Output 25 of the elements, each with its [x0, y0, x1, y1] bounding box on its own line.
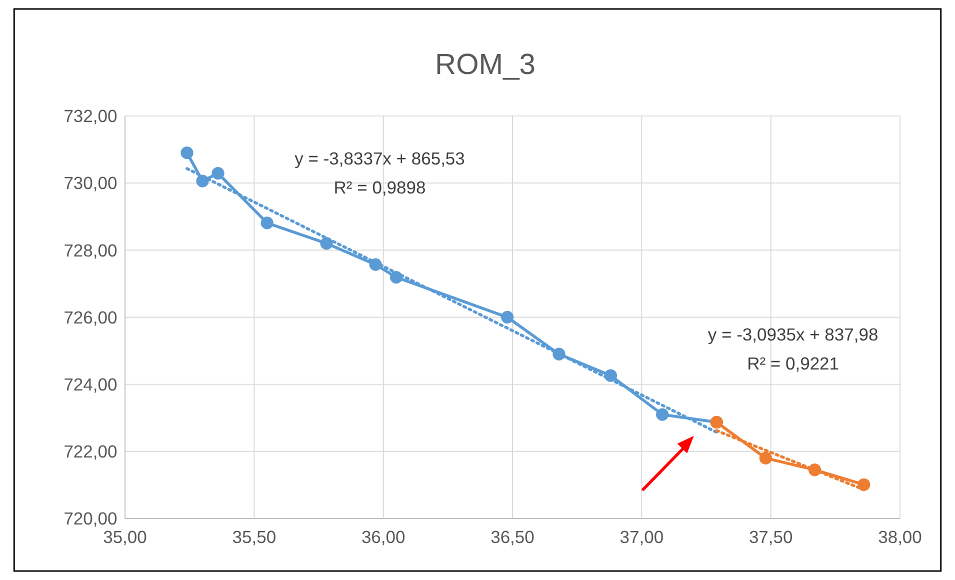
y-tick-label: 730,00 — [64, 173, 118, 194]
y-tick-label: 720,00 — [64, 508, 118, 529]
annotation: y = -3,0935x + 837,98 — [708, 324, 878, 345]
point — [180, 146, 194, 160]
x-tick-label: 38,00 — [878, 526, 922, 547]
y-tick-label: 728,00 — [64, 240, 118, 260]
point — [501, 310, 514, 324]
point — [260, 216, 274, 230]
x-tick-label: 37,50 — [748, 526, 794, 547]
point — [759, 452, 772, 464]
x-tick-label: 36,00 — [361, 526, 406, 547]
point — [212, 166, 224, 180]
point — [656, 408, 669, 421]
annotation: y = -3,8337x + 865,53 — [294, 148, 465, 169]
y-tick-label: 722,00 — [64, 442, 118, 462]
annotation: R² = 0,9221 — [747, 354, 840, 374]
y-tick-label: 724,00 — [64, 374, 118, 394]
y-tick-label: 732,00 — [64, 106, 118, 126]
x-tick-label: 36,50 — [490, 526, 535, 547]
x-tick-label: 35,00 — [103, 526, 148, 547]
x-tick-label: 35,50 — [232, 526, 276, 547]
chart-title: ROM_3 — [435, 49, 536, 82]
annotation: R² = 0,9898 — [334, 178, 426, 198]
x-tick-label: 37,00 — [620, 526, 664, 547]
y-tick-label: 726,00 — [64, 307, 118, 328]
